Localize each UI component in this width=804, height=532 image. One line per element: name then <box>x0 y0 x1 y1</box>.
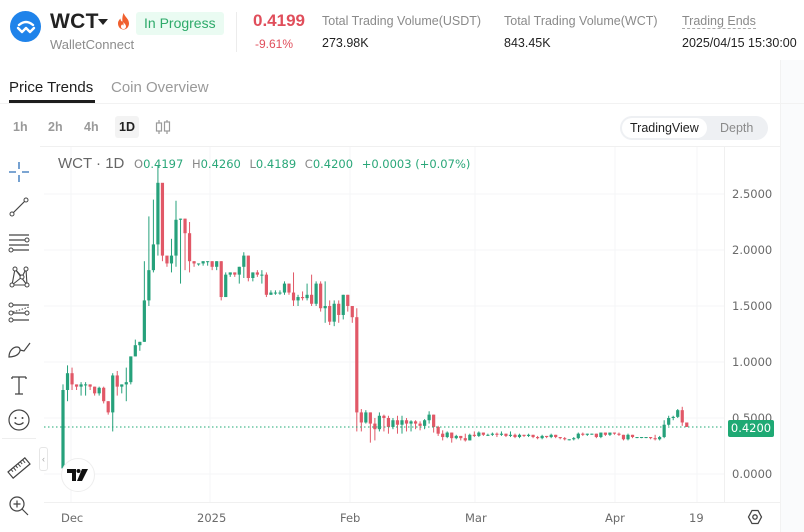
last-price: 0.4199 <box>253 11 305 30</box>
tab-coin-overview[interactable]: Coin Overview <box>111 79 209 96</box>
coin-full-name: WalletConnect <box>50 37 135 52</box>
interval-2h[interactable]: 2h <box>48 120 63 134</box>
view-tradingview[interactable]: TradingView <box>622 118 707 138</box>
text-icon[interactable] <box>5 371 33 399</box>
volume-usdt-value: 273.98K <box>322 36 369 50</box>
emoji-icon[interactable] <box>5 406 33 434</box>
brush-icon[interactable] <box>5 335 33 363</box>
caret-down-icon[interactable] <box>98 19 108 25</box>
ruler-icon[interactable] <box>5 454 33 482</box>
pattern-icon[interactable] <box>5 263 33 291</box>
y-tick: 2.0000 <box>732 243 773 257</box>
y-tick: 2.5000 <box>732 187 773 201</box>
interval-1d[interactable]: 1D <box>115 116 139 138</box>
chart-view-toggle: TradingView Depth <box>620 116 768 140</box>
x-tick: Feb <box>340 511 361 525</box>
chart-frame <box>0 146 780 532</box>
active-tab-indicator <box>9 100 95 103</box>
drawing-toolbar <box>0 146 40 532</box>
x-tick: Dec <box>61 511 84 525</box>
x-tick: 19 <box>689 511 704 525</box>
legend-symbol: WCT · 1D <box>58 155 125 172</box>
legend-change: +0.0003 (+0.07%) <box>361 157 471 171</box>
y-tick: 1.5000 <box>732 299 773 313</box>
fib-retracement-icon[interactable] <box>5 299 33 327</box>
time-axis[interactable] <box>44 502 780 532</box>
current-price-label: 0.4200 <box>728 420 774 437</box>
chart-settings-icon[interactable] <box>747 509 763 530</box>
legend-open: 0.4197 <box>143 157 184 171</box>
toolbar-divider <box>2 438 36 439</box>
content-tabs: Price Trends Coin Overview <box>0 68 804 104</box>
view-depth[interactable]: Depth <box>720 121 754 135</box>
y-tick: 1.0000 <box>732 355 773 369</box>
y-tick: 0.0000 <box>732 467 773 481</box>
coin-symbol[interactable]: WCT <box>50 10 99 33</box>
tab-price-trends[interactable]: Price Trends <box>9 79 94 96</box>
horizontal-lines-icon[interactable] <box>5 228 33 256</box>
tradingview-logo-icon[interactable] <box>61 458 95 492</box>
crosshair-icon[interactable] <box>5 158 33 186</box>
header-divider <box>236 12 237 52</box>
legend-low: 0.4189 <box>255 157 297 171</box>
legend-high: 0.4260 <box>200 157 241 171</box>
market-header: WCT In Progress WalletConnect 0.4199 -9.… <box>0 0 804 60</box>
interval-1h[interactable]: 1h <box>13 120 28 134</box>
fire-icon <box>117 13 130 35</box>
status-badge: In Progress <box>136 12 224 35</box>
right-scroll-gutter <box>780 60 804 532</box>
price-axis[interactable] <box>724 146 780 502</box>
price-change-pct: -9.61% <box>255 37 294 51</box>
legend-close: 0.4200 <box>312 157 354 171</box>
x-tick: 2025 <box>197 511 227 525</box>
candlestick-type-icon[interactable] <box>155 120 171 139</box>
volume-usdt-label: Total Trading Volume(USDT) <box>322 14 482 28</box>
trading-ends-label[interactable]: Trading Ends <box>682 14 756 29</box>
volume-wct-value: 843.45K <box>504 36 551 50</box>
collapse-toolbar-button[interactable]: ‹ <box>39 447 48 471</box>
interval-4h[interactable]: 4h <box>84 120 99 134</box>
trading-ends-value: 2025/04/15 15:30:00 <box>682 36 797 50</box>
trend-line-icon[interactable] <box>5 193 33 221</box>
zoom-in-icon[interactable] <box>5 492 33 520</box>
x-tick: Mar <box>465 511 487 525</box>
walletconnect-logo-icon <box>10 11 41 42</box>
volume-wct-label: Total Trading Volume(WCT) <box>504 14 658 28</box>
chart-legend: WCT · 1D O0.4197 H0.4260 L0.4189 C0.4200… <box>58 155 471 172</box>
x-tick: Apr <box>605 511 625 525</box>
